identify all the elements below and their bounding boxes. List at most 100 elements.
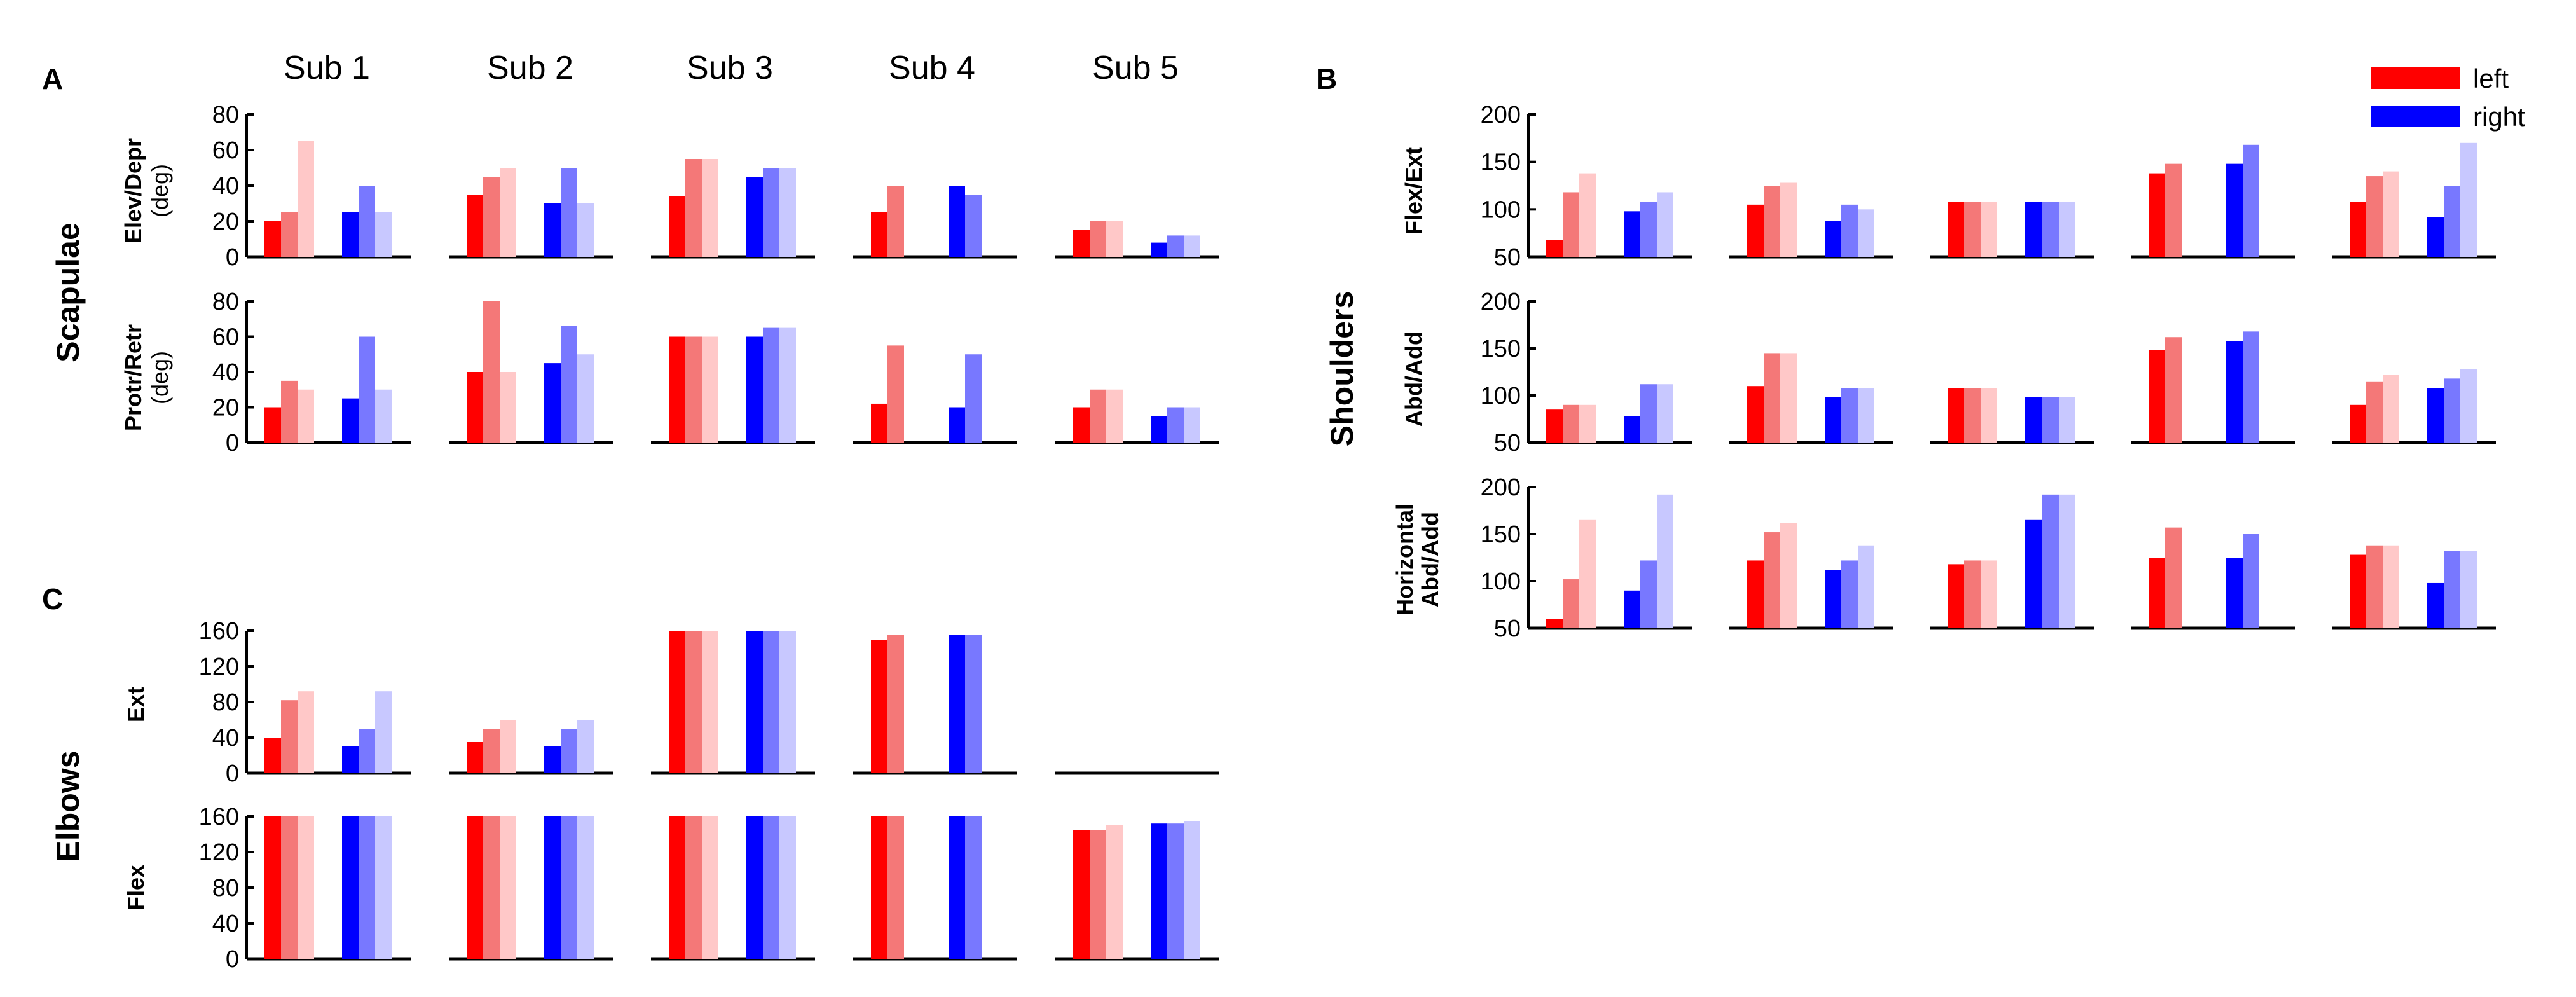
bar-left-1 <box>1948 564 1964 628</box>
bar-right-3 <box>2460 551 2477 628</box>
bar-left-3 <box>2383 171 2399 257</box>
bar-left-1 <box>2149 173 2165 257</box>
chart-row-3: 200 150 100 50 <box>1481 102 2496 271</box>
bar-left-3 <box>1106 389 1123 443</box>
bar-left-3 <box>702 631 718 773</box>
bar-left-1 <box>2350 202 2366 257</box>
panel-letter-c: C <box>42 582 63 615</box>
bar-left-3 <box>1780 523 1797 628</box>
bar-right-3 <box>375 691 392 773</box>
bar-left-2 <box>1764 532 1780 628</box>
bar-left-2 <box>1090 389 1106 443</box>
y-tick-label: 160 <box>199 618 239 645</box>
bar-left-1 <box>1747 204 1764 257</box>
bar-left-2 <box>685 631 702 773</box>
bar-left-3 <box>298 389 314 443</box>
bar-left-2 <box>1563 404 1579 443</box>
bar-left-2 <box>685 159 702 257</box>
bar-left-2 <box>1764 353 1780 443</box>
bar-right-2 <box>1640 202 1657 257</box>
bar-left-2 <box>1090 221 1106 257</box>
bar-right-2 <box>1640 560 1657 628</box>
bar-left-1 <box>669 631 685 773</box>
bar-right-2 <box>965 816 982 959</box>
bar-right-1 <box>1151 242 1167 257</box>
bar-left-2 <box>483 177 500 257</box>
bar-right-3 <box>2059 494 2075 628</box>
y-tick-label: 40 <box>212 173 239 200</box>
panel-title-scapulae: Scapulae <box>50 223 86 362</box>
bar-right-2 <box>561 816 577 959</box>
bar-left-1 <box>264 738 281 773</box>
bar-left-3 <box>298 691 314 773</box>
ylabel-horizontal-text: Horizontal <box>1392 504 1418 615</box>
ylabel-abd-add: Abd/Add <box>1401 331 1427 427</box>
bar-right-1 <box>342 816 359 959</box>
bar-left-3 <box>702 336 718 443</box>
bar-right-2 <box>2042 397 2059 443</box>
bar-right-2 <box>965 354 982 443</box>
bar-left-3 <box>298 816 314 959</box>
bar-right-1 <box>746 816 763 959</box>
bar-right-1 <box>949 635 965 773</box>
bar-left-1 <box>1747 386 1764 443</box>
bar-right-3 <box>1657 192 1673 257</box>
bar-right-1 <box>949 816 965 959</box>
bar-left-3 <box>1579 173 1596 257</box>
bar-left-2 <box>1964 560 1981 628</box>
bar-left-1 <box>1546 240 1563 257</box>
ylabel-ext-text: Ext <box>123 687 149 722</box>
bar-left-2 <box>1563 192 1579 257</box>
y-tick-label: 100 <box>1481 568 1521 595</box>
bar-right-2 <box>2243 144 2259 257</box>
bar-right-2 <box>1167 407 1184 443</box>
panel-title-elbows: Elbows <box>50 750 86 862</box>
bar-left-2 <box>281 212 298 257</box>
y-tick-label: 60 <box>212 137 239 164</box>
bar-right-2 <box>763 327 779 443</box>
bar-left-1 <box>467 195 483 257</box>
bar-left-1 <box>669 336 685 443</box>
bar-right-2 <box>2243 534 2259 628</box>
y-tick-label: 40 <box>212 725 239 752</box>
bar-right-1 <box>1825 397 1841 443</box>
bar-right-3 <box>2059 397 2075 443</box>
bar-right-2 <box>359 336 375 443</box>
bar-right-2 <box>1841 204 1858 257</box>
bar-left-3 <box>298 141 314 257</box>
bar-left-2 <box>887 816 904 959</box>
y-tick-label: 150 <box>1481 336 1521 362</box>
bar-right-1 <box>2427 217 2444 257</box>
bar-left-2 <box>1964 388 1981 443</box>
bar-right-2 <box>2243 331 2259 443</box>
bar-left-1 <box>2350 404 2366 443</box>
bar-left-1 <box>871 212 887 257</box>
bar-right-3 <box>779 327 796 443</box>
y-tick-label: 50 <box>1494 615 1521 642</box>
bar-right-1 <box>2226 558 2243 628</box>
y-tick-label: 0 <box>226 430 239 457</box>
bar-left-2 <box>887 345 904 443</box>
bar-right-2 <box>1167 235 1184 257</box>
bar-left-3 <box>500 720 516 773</box>
ylabel-flex-ext: Flex/Ext <box>1401 147 1427 235</box>
bar-left-3 <box>1780 353 1797 443</box>
bar-left-1 <box>264 407 281 443</box>
bar-right-1 <box>746 631 763 773</box>
bar-left-1 <box>1747 560 1764 628</box>
panel-letter-b: B <box>1316 62 1337 95</box>
bar-left-3 <box>1981 560 1997 628</box>
bar-right-1 <box>1624 211 1640 257</box>
bar-left-1 <box>1546 409 1563 443</box>
bar-right-2 <box>561 326 577 443</box>
bar-right-3 <box>1858 388 1874 443</box>
y-tick-label: 0 <box>226 244 239 271</box>
y-tick-label: 100 <box>1481 196 1521 223</box>
bar-right-3 <box>577 203 594 257</box>
bar-right-2 <box>763 816 779 959</box>
subject-title-5: Sub 5 <box>1092 50 1179 86</box>
bar-right-2 <box>2444 378 2460 443</box>
panel-letter-a: A <box>42 62 63 95</box>
y-tick-label: 120 <box>199 839 239 866</box>
y-tick-label: 50 <box>1494 430 1521 457</box>
